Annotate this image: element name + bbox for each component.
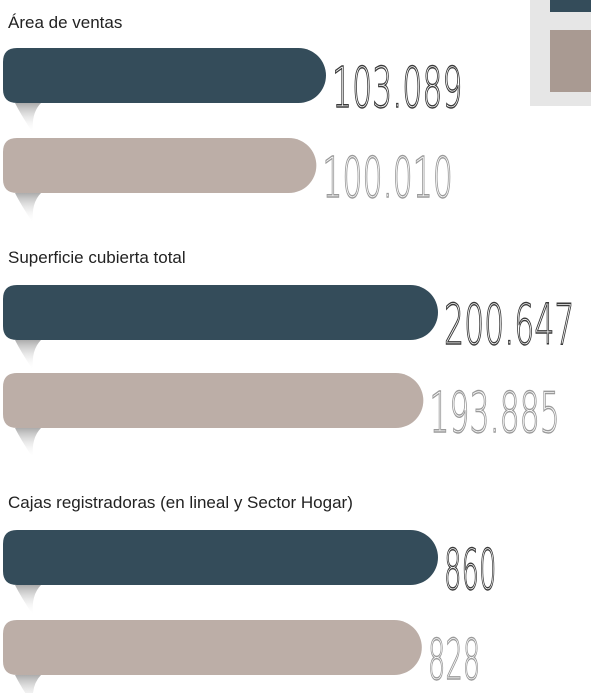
bar-shadow xyxy=(15,675,41,693)
bar xyxy=(3,530,438,585)
bar-shadow xyxy=(15,340,41,370)
bar-shadow xyxy=(15,428,41,458)
group-title: Superficie cubierta total xyxy=(8,248,186,267)
bar xyxy=(3,373,424,428)
bar-shadow xyxy=(15,103,41,133)
group-title: Cajas registradoras (en lineal y Sector … xyxy=(8,493,353,512)
bar xyxy=(3,138,317,193)
bar xyxy=(3,48,326,103)
bar xyxy=(3,620,422,675)
value-label: 103.089 xyxy=(332,56,463,121)
value-label: 100.010 xyxy=(322,146,453,211)
bar-shadow xyxy=(15,585,41,615)
legend-box xyxy=(530,0,591,106)
value-label: 193.885 xyxy=(429,381,560,446)
value-label: 200.647 xyxy=(444,293,575,358)
value-label: 828 xyxy=(428,628,481,693)
bar-shadow xyxy=(15,193,41,223)
group-title: Área de ventas xyxy=(8,13,122,32)
bar xyxy=(3,285,438,340)
value-label: 860 xyxy=(444,538,497,603)
